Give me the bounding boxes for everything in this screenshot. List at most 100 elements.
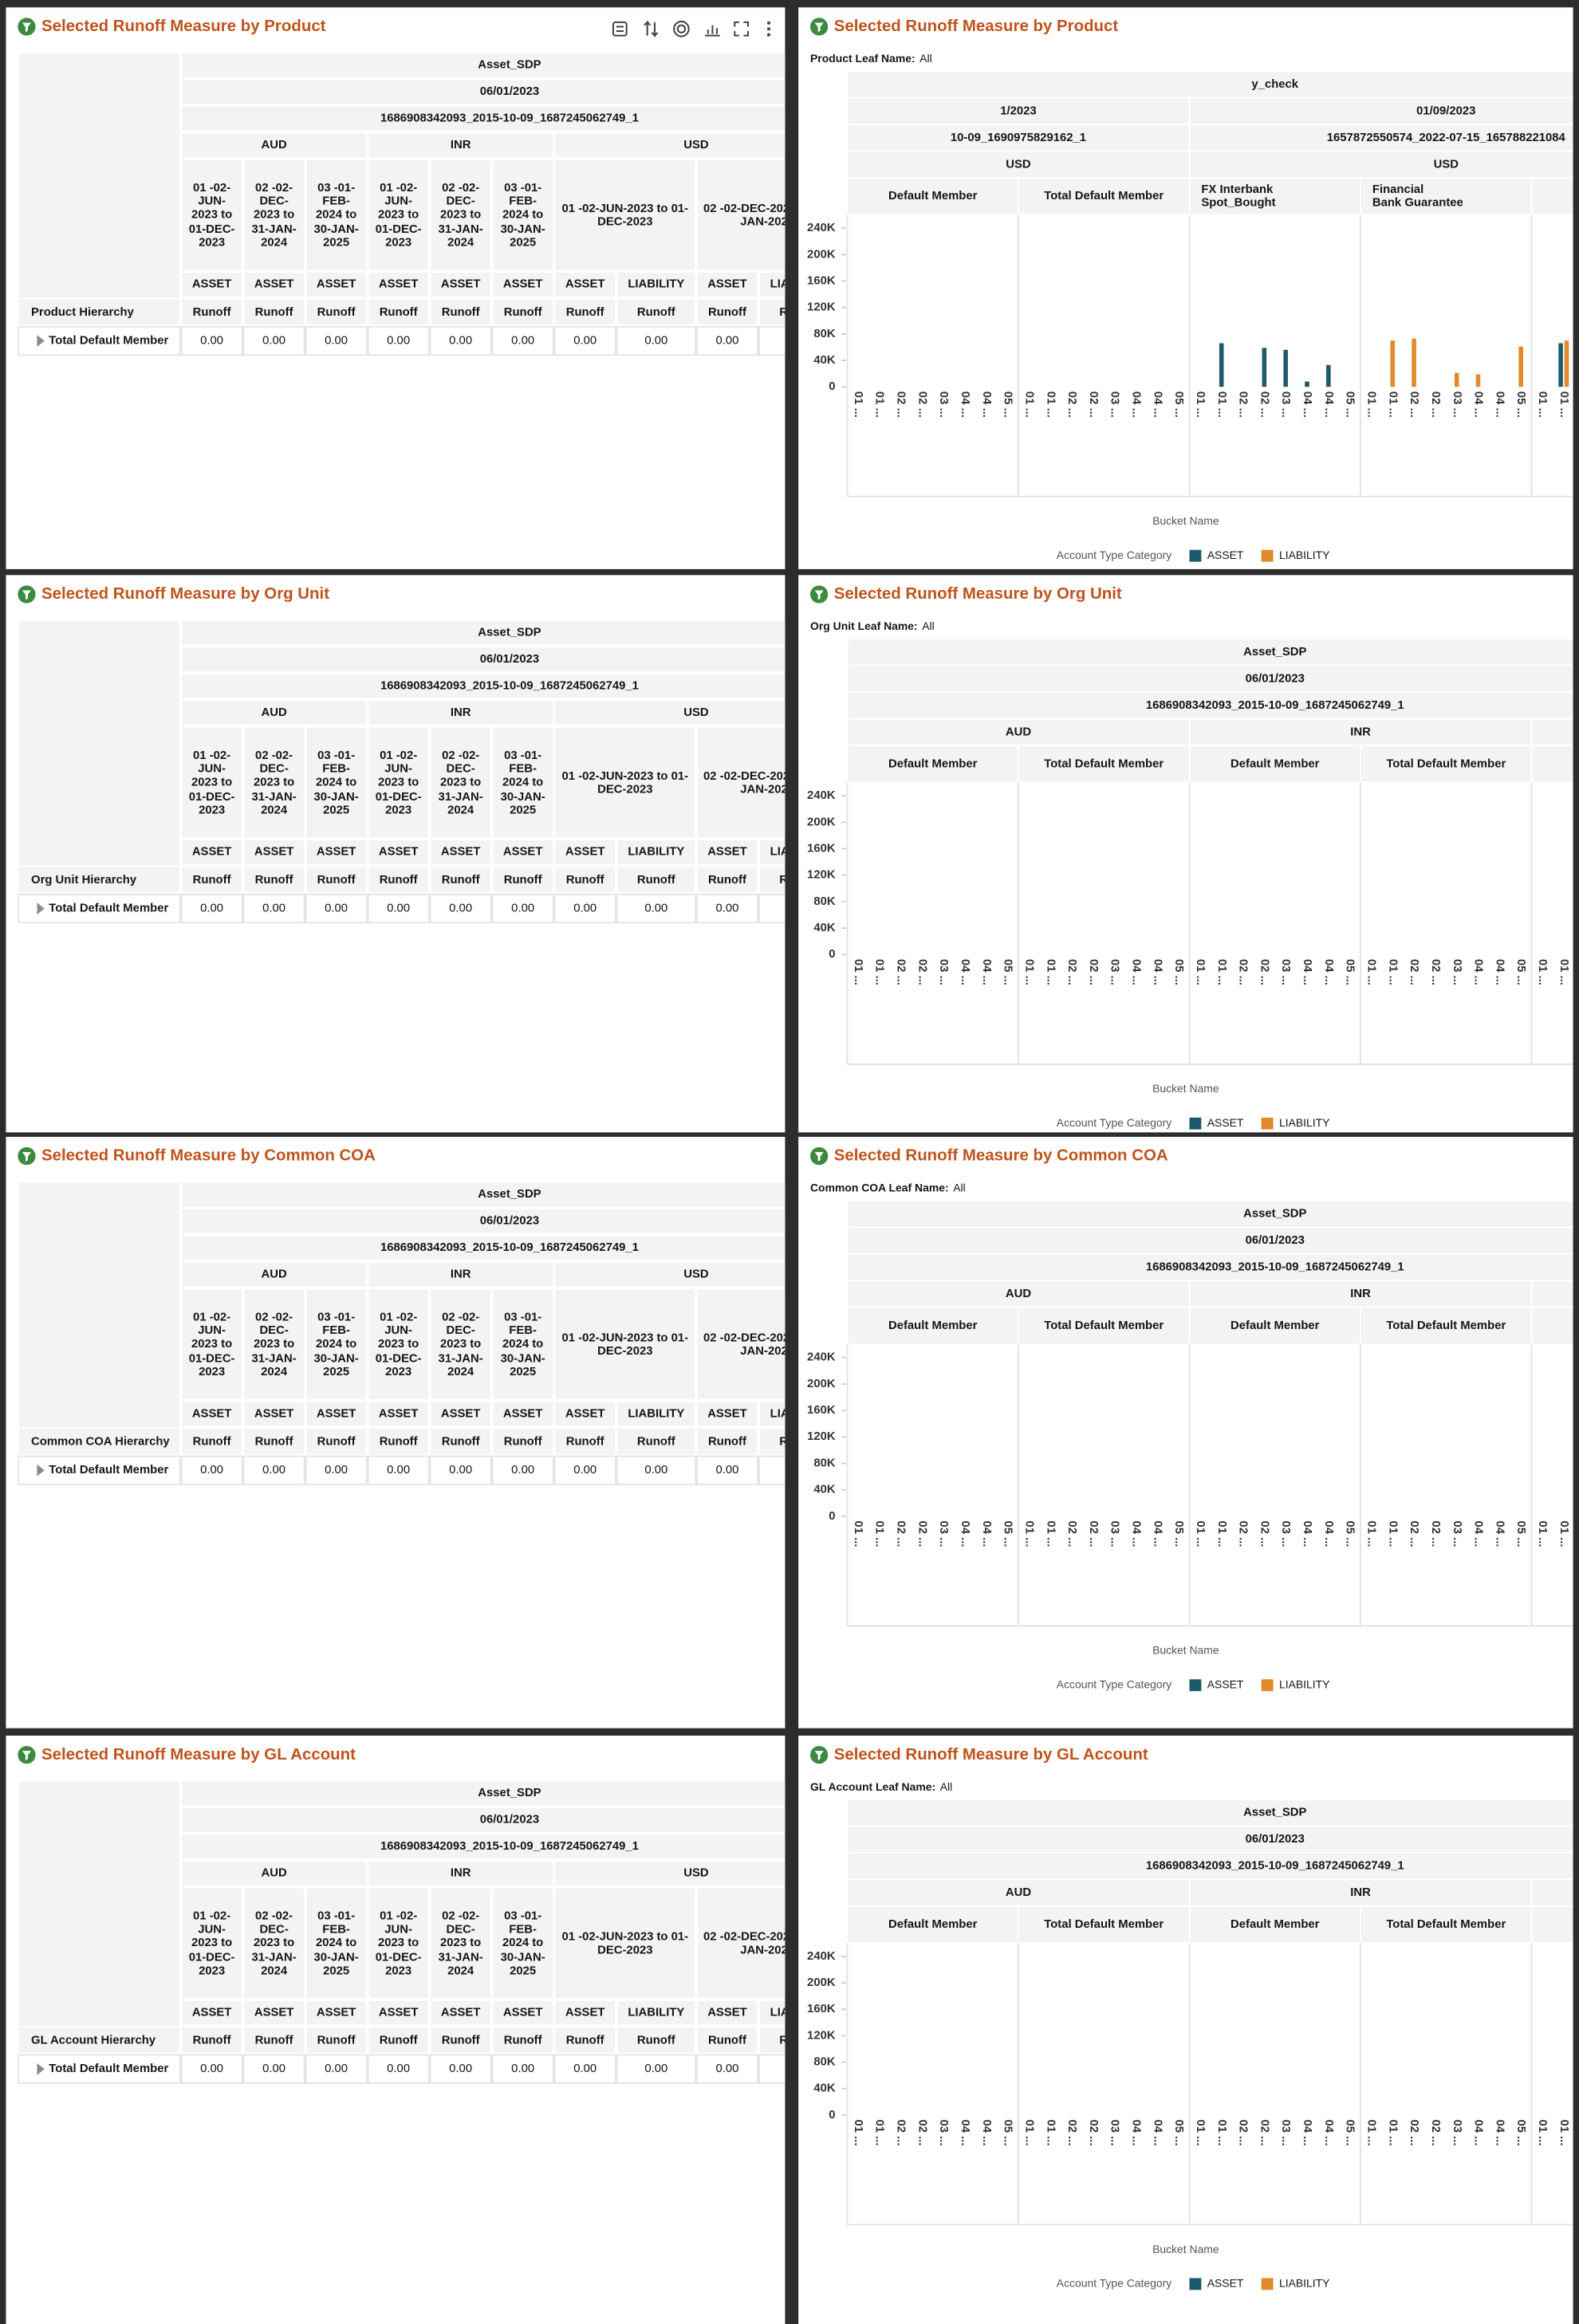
row-header: GL Account Hierarchy: [18, 2026, 181, 2055]
chart-panel: Asset_SDP 06/01/2023 1686908342093_2015-10…: [798, 1136, 1573, 1728]
measure-label: Runoff: [429, 1427, 492, 1456]
measure-label: Runoff: [305, 297, 368, 327]
header-cell: [846, 1226, 1573, 1255]
value-cell: 0.00: [553, 1455, 616, 1485]
measure-label: Runoff: [491, 2026, 554, 2055]
x-tick-label: 01 ...: [1215, 391, 1228, 418]
account-header: ASSET: [367, 1400, 430, 1428]
measure-label: Runoff: [758, 1427, 786, 1456]
header-label: Total Default Member: [1386, 1918, 1506, 1931]
menu-button[interactable]: [766, 21, 771, 37]
panel-title: Selected Runoff Measure by GL Account: [18, 1746, 356, 1764]
x-tick-label: 04 ...: [1130, 1520, 1143, 1547]
date-header: 06/01/2023: [180, 78, 786, 105]
account-header: ASSET: [695, 1999, 758, 2027]
value-cell: 0.00: [429, 326, 492, 356]
chart-button[interactable]: [705, 25, 720, 37]
account-header: ASSET: [305, 839, 368, 866]
x-tick-label: 01 ...: [1044, 1520, 1057, 1547]
bucket-header: 03 -01-FEB-2024 to 30-JAN-2025: [305, 1886, 368, 2000]
panel-title: Selected Runoff Measure by Org Unit: [809, 585, 1122, 604]
value-cell: 0.00: [491, 2054, 554, 2084]
x-tick-label: 04 ...: [1472, 959, 1485, 985]
x-tick-label: 02 ...: [1065, 391, 1078, 418]
value-cell: 0.00: [242, 326, 305, 356]
value-cell: 0.00: [758, 2054, 786, 2084]
x-tick-label: 02 ...: [1237, 391, 1250, 418]
measure-header: Asset_SDP: [180, 619, 786, 647]
measure-label: Runoff: [553, 1427, 616, 1456]
value-cell: 0.00: [553, 326, 616, 356]
format-button[interactable]: [612, 21, 628, 37]
date-header: 06/01/2023: [180, 1807, 786, 1834]
x-axis-title: Bucket Name: [1152, 1082, 1219, 1095]
account-header: ASSET: [242, 271, 305, 298]
account-header: LIABILITY: [616, 1400, 696, 1428]
target-button[interactable]: [673, 20, 690, 37]
measure-label: Runoff: [491, 297, 554, 327]
value-cell: 0.00: [553, 894, 616, 924]
x-tick-label: 04 ...: [1151, 1520, 1164, 1547]
x-tick-label: 04 ...: [1130, 959, 1143, 985]
account-header: ASSET: [242, 1999, 305, 2027]
measure-label: Runoff: [429, 297, 492, 327]
x-tick-label: 05 ...: [1514, 959, 1527, 985]
bucket-header: 03 -01-FEB-2024 to 30-JAN-2025: [491, 1288, 554, 1401]
scenario-header: 1686908342093_2015-10-09_1687245062749_1: [180, 673, 786, 700]
x-tick-label: 05 ...: [1514, 2120, 1527, 2146]
x-tick-label: 01 ...: [1044, 391, 1057, 418]
row-header-area: [18, 52, 181, 327]
row-label[interactable]: Total Default Member: [18, 326, 181, 356]
x-tick-label: 01 ...: [1022, 959, 1035, 985]
panel-title: Selected Runoff Measure by GL Account: [809, 1746, 1148, 1764]
x-tick-label: 04 ...: [1151, 391, 1164, 418]
bucket-header: 02 -02-DEC-2023 to 31-JAN-2024: [429, 726, 492, 840]
legend-swatch: [1261, 1679, 1274, 1692]
x-tick-label: 02 ...: [1429, 959, 1442, 985]
x-tick-label: 03 ...: [1279, 1520, 1292, 1547]
x-tick-label: 05 ...: [1002, 391, 1014, 418]
row-label[interactable]: Total Default Member: [18, 1455, 181, 1485]
header-cell: [1188, 1280, 1533, 1308]
scenario-header: 1686908342093_2015-10-09_1687245062749_1: [180, 1234, 786, 1262]
account-header: LIABILITY: [616, 1999, 696, 2027]
row-label[interactable]: Total Default Member: [18, 894, 181, 924]
legend-swatch: [1189, 1117, 1202, 1130]
account-header: ASSET: [695, 839, 758, 866]
x-tick-label: 01 ...: [1365, 1520, 1378, 1547]
x-tick-label: 01 ...: [1557, 391, 1570, 418]
filter-name: GL Account Leaf Name:: [809, 1779, 936, 1794]
x-tick-label: 01 ...: [1044, 2120, 1057, 2146]
value-cell: 0.00: [491, 1455, 554, 1485]
header-cell: [846, 1825, 1573, 1854]
x-tick-label: 02 ...: [895, 1520, 908, 1547]
swap-button[interactable]: [644, 20, 659, 38]
x-tick-label: 05 ...: [1344, 1520, 1357, 1547]
row-label[interactable]: Total Default Member: [18, 2054, 181, 2084]
measure-label: Runoff: [242, 1427, 305, 1456]
measure-label: Runoff: [367, 1427, 430, 1456]
row-header: Product Hierarchy: [18, 297, 181, 327]
header-label: Default Member: [1231, 757, 1320, 770]
account-header: ASSET: [553, 839, 616, 866]
legend-label: LIABILITY: [1279, 1677, 1329, 1690]
currency-header: AUD: [180, 132, 368, 159]
x-tick-label: 01 ...: [1365, 2120, 1378, 2146]
header-cell: [1530, 1280, 1573, 1308]
bucket-header: 01 -02-JUN-2023 to 01-DEC-2023: [367, 726, 430, 840]
header-label: Total Default Member: [1044, 1319, 1164, 1332]
x-tick-label: 04 ...: [1493, 391, 1506, 418]
maximize-button[interactable]: [734, 21, 750, 37]
bar: [1454, 372, 1459, 387]
pivot-panel: Selected Runoff Measure by Common COA Ass…: [6, 1136, 786, 1728]
account-header: ASSET: [305, 1400, 368, 1428]
value-cell: 0.00: [242, 1455, 305, 1485]
bar: [1326, 364, 1331, 387]
bar: [1390, 340, 1396, 387]
x-tick-label: 02 ...: [1408, 2120, 1420, 2146]
header-label: AUD: [1006, 1288, 1031, 1300]
x-tick-label: 03 ...: [1451, 2120, 1463, 2146]
y-tick-label: 80K: [813, 895, 836, 908]
header-cell: [846, 124, 1191, 152]
